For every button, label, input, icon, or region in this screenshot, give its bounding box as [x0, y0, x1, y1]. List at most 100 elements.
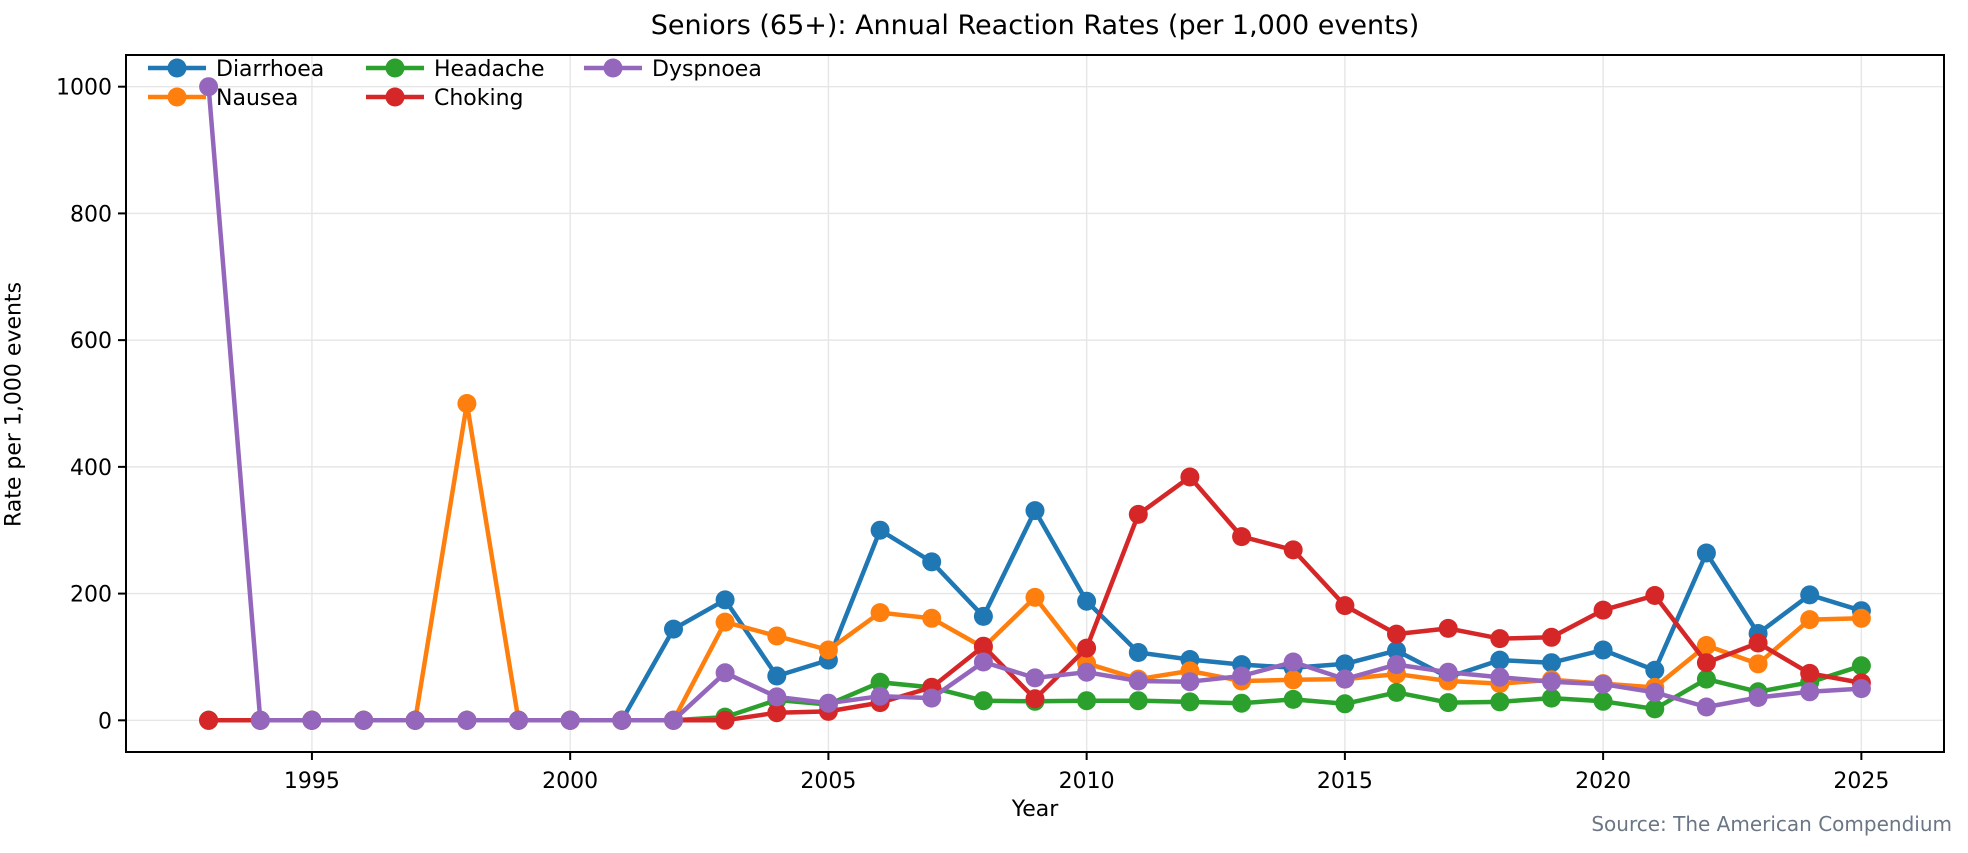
data-point: [1748, 633, 1768, 653]
source-note: Source: The American Compendium: [1591, 812, 1952, 836]
data-point: [1232, 693, 1252, 713]
data-point: [664, 619, 683, 639]
data-point: [973, 691, 993, 711]
legend-label: Dyspnoea: [652, 57, 762, 82]
legend-marker: [167, 87, 187, 107]
data-point: [199, 77, 219, 97]
data-point: [250, 710, 270, 730]
data-point: [1696, 653, 1716, 673]
data-point: [767, 626, 787, 646]
legend-item-diarrhoea: Diarrhoea: [148, 57, 324, 82]
y-tick-label: 400: [70, 456, 112, 481]
x-tick-label: 2000: [542, 769, 598, 794]
legend-item-dyspnoea: Dyspnoea: [584, 57, 762, 82]
data-point: [715, 612, 735, 632]
data-point: [1800, 585, 1820, 605]
y-tick-label: 600: [70, 329, 112, 354]
data-point: [1851, 679, 1871, 699]
legend-item-headache: Headache: [366, 57, 545, 82]
data-point: [1490, 692, 1510, 712]
data-point: [1490, 667, 1510, 687]
legend-marker: [603, 58, 623, 78]
data-point: [612, 710, 632, 730]
data-point: [1593, 691, 1613, 711]
data-point: [1077, 662, 1097, 682]
data-point: [1335, 694, 1355, 714]
legend-item-nausea: Nausea: [148, 86, 298, 111]
data-point: [1748, 688, 1768, 707]
data-point: [715, 663, 735, 683]
data-point: [1335, 596, 1355, 616]
x-tick-label: 2010: [1059, 769, 1115, 794]
data-point: [1800, 663, 1820, 683]
data-point: [1696, 669, 1716, 689]
data-point: [1128, 671, 1148, 691]
series-dyspnoea: [199, 77, 1871, 730]
legend-label: Diarrhoea: [216, 57, 324, 82]
legend-label: Nausea: [216, 86, 298, 111]
data-point: [1593, 600, 1613, 620]
data-point: [405, 710, 425, 730]
data-point: [1283, 689, 1303, 709]
data-point: [1232, 527, 1252, 547]
legend: Diarrhoea Nausea Headache Choking Dyspnoea: [148, 57, 762, 111]
data-point: [664, 710, 683, 730]
y-axis-label: Rate per 1,000 events: [1, 281, 27, 528]
data-point: [509, 710, 528, 730]
data-point: [1180, 692, 1200, 712]
x-tick-label: 2015: [1317, 769, 1373, 794]
y-tick-label: 0: [98, 709, 112, 734]
data-point: [1593, 674, 1613, 694]
gridlines: [126, 55, 1944, 752]
data-point: [1800, 610, 1820, 630]
data-point: [715, 710, 735, 730]
data-point: [302, 710, 322, 730]
y-tick-label: 800: [70, 202, 112, 227]
data-point: [1283, 670, 1303, 690]
y-tick-label: 200: [70, 583, 112, 608]
data-point: [1232, 666, 1252, 686]
data-point: [1542, 627, 1561, 647]
axis-ticks: 0 200 400 600 800 1000 1995 2000 2005 2010 2015 202…: [56, 76, 1889, 794]
data-point: [1851, 608, 1871, 628]
data-point: [1748, 654, 1768, 674]
data-point: [870, 603, 890, 623]
data-point: [870, 520, 890, 540]
data-point: [1128, 691, 1148, 711]
legend-marker: [385, 58, 405, 78]
legend-marker: [167, 58, 187, 78]
data-point: [1851, 656, 1871, 676]
data-point: [1077, 691, 1097, 711]
data-point: [973, 606, 993, 626]
data-point: [870, 686, 890, 706]
data-point: [1180, 467, 1200, 487]
data-point: [199, 710, 219, 730]
data-point: [1025, 501, 1045, 521]
data-point: [818, 640, 838, 660]
data-point: [1387, 624, 1406, 644]
data-point: [870, 672, 890, 692]
x-axis-label: Year: [1011, 797, 1059, 822]
data-point: [1645, 682, 1665, 702]
data-point: [715, 590, 735, 610]
data-point: [1025, 689, 1045, 709]
data-point: [767, 666, 787, 686]
data-point: [1283, 540, 1303, 560]
data-point: [1490, 650, 1510, 670]
data-point: [1387, 641, 1406, 661]
data-point: [1645, 699, 1665, 719]
data-point: [354, 710, 374, 730]
data-point: [1128, 643, 1148, 662]
x-tick-label: 2020: [1575, 769, 1631, 794]
data-point: [560, 710, 580, 730]
data-point: [767, 687, 787, 707]
y-tick-label: 1000: [56, 76, 112, 101]
data-point: [1335, 669, 1355, 689]
data-point: [818, 693, 838, 713]
data-point: [1387, 655, 1406, 675]
data-point: [1438, 662, 1458, 682]
data-point: [922, 552, 942, 572]
data-point: [1025, 587, 1045, 607]
data-point: [1077, 638, 1097, 658]
